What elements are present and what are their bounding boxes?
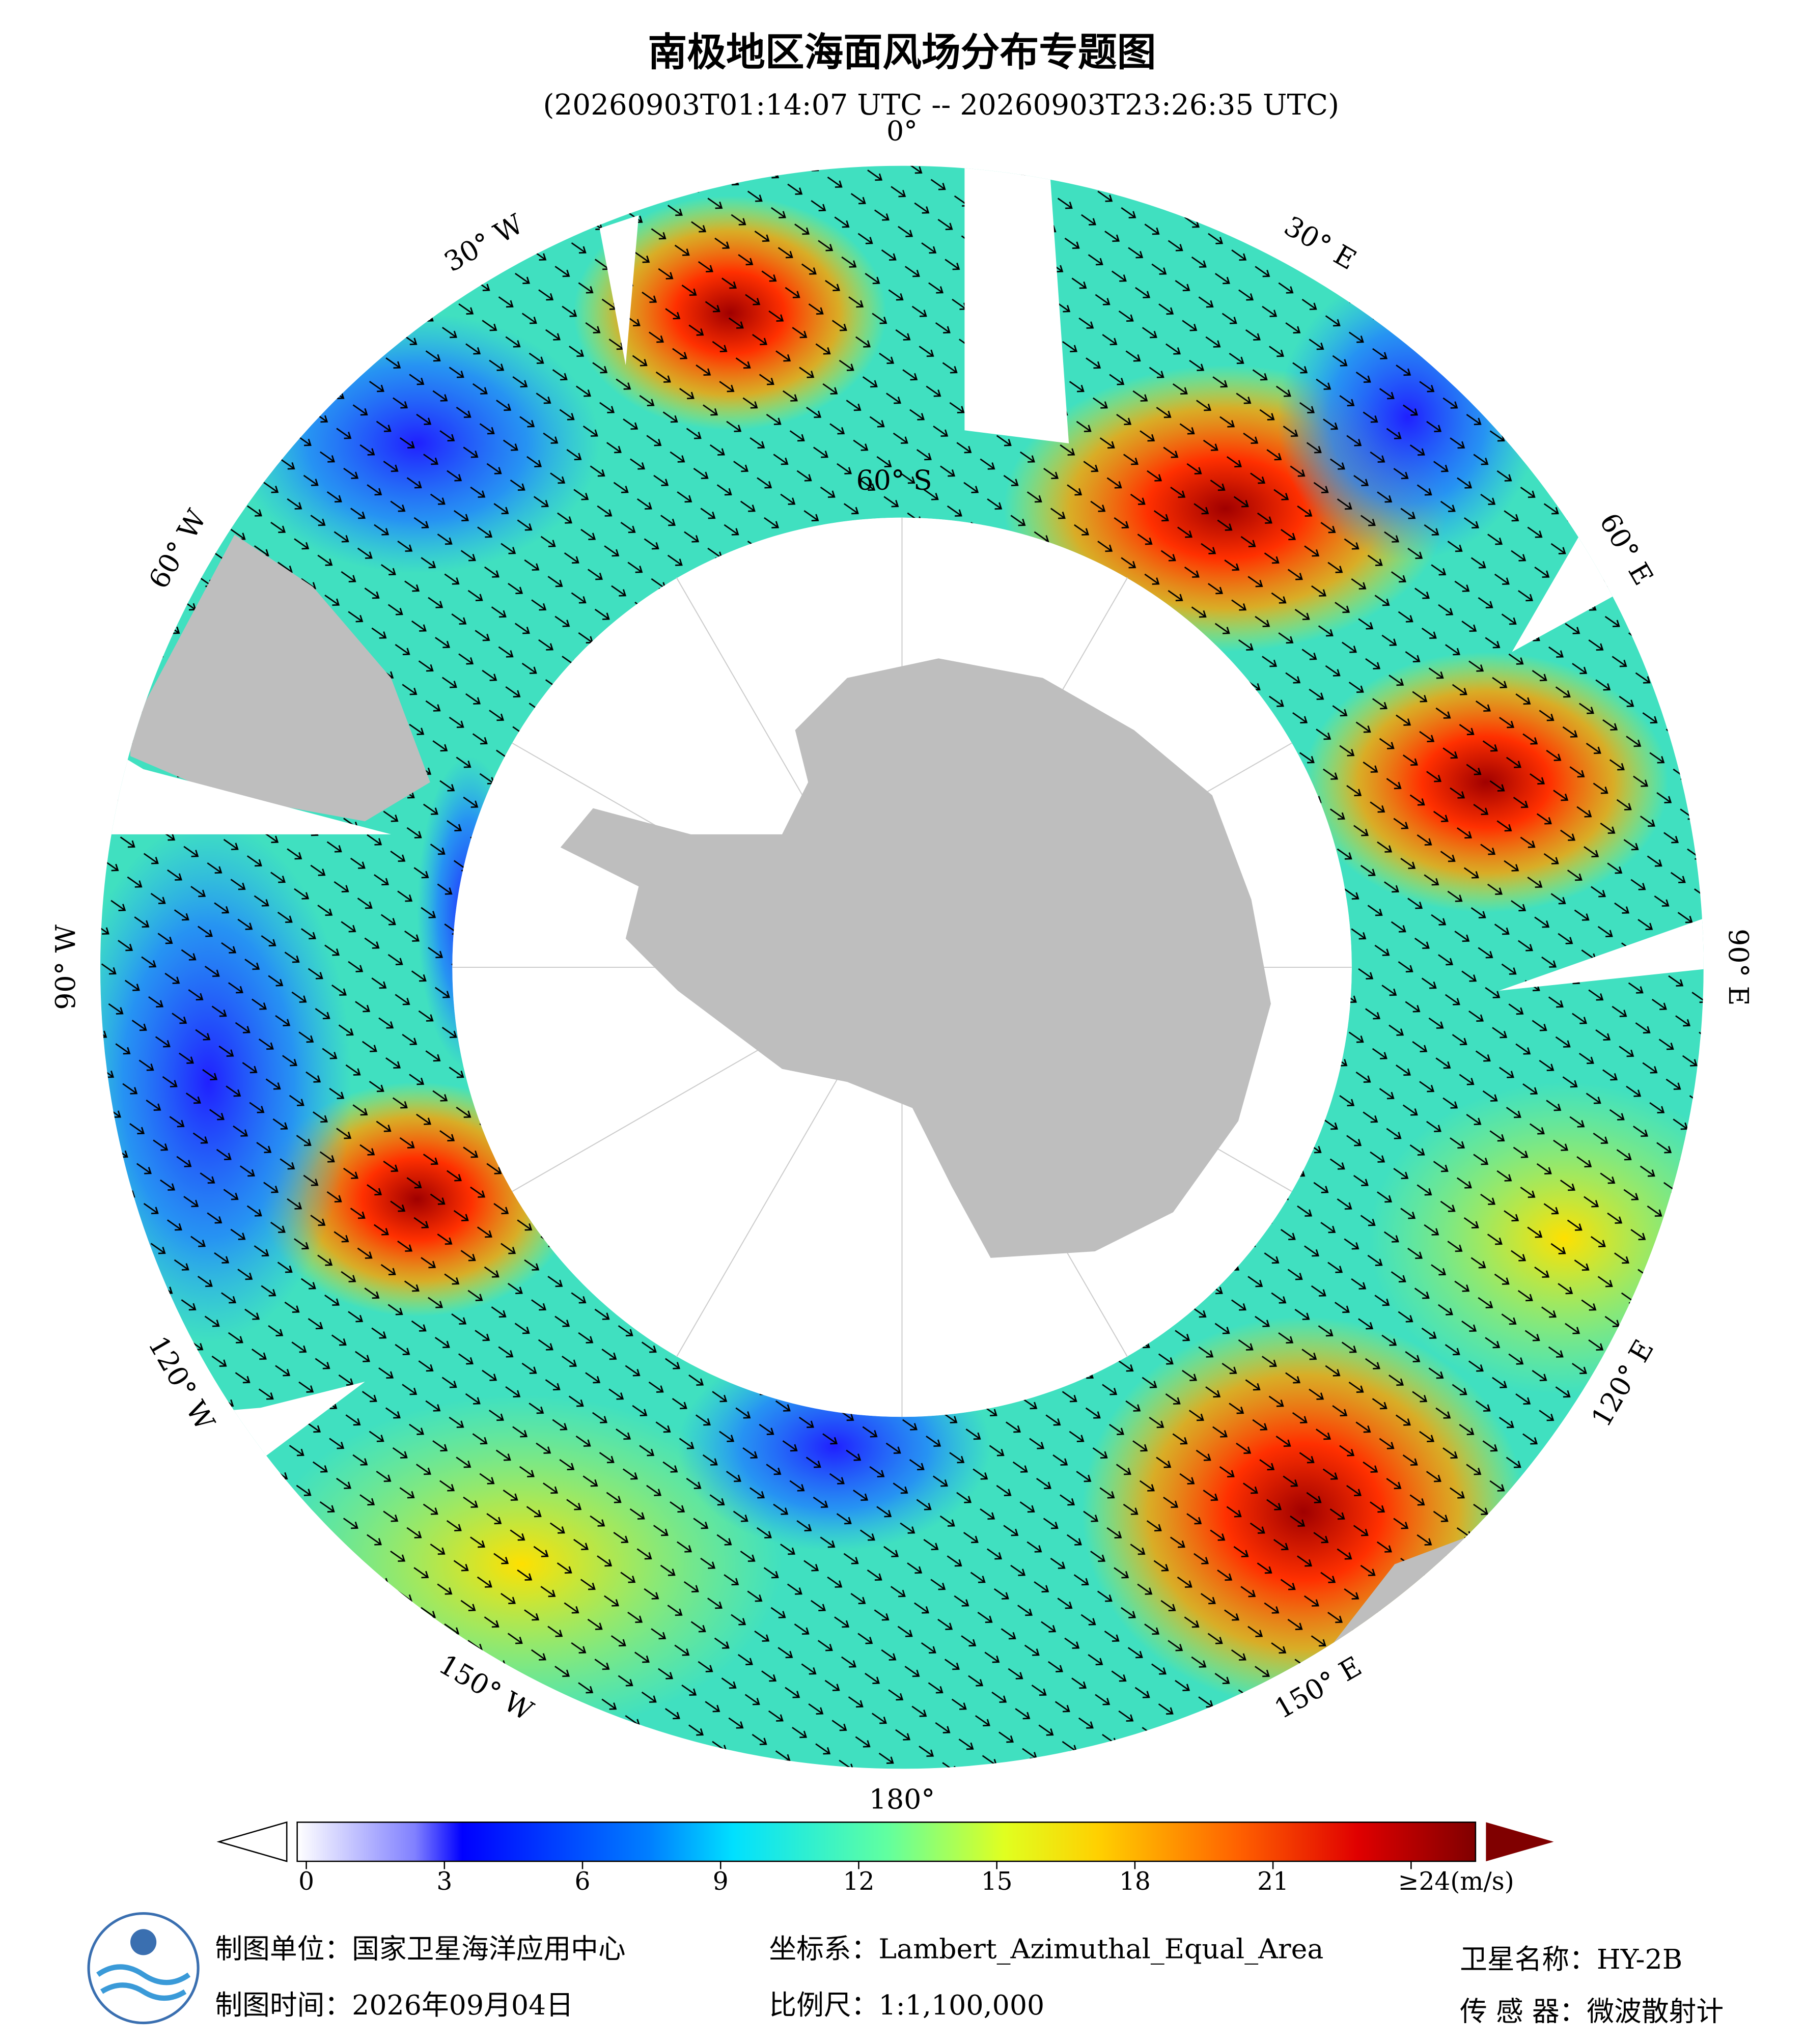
sensor: 传 感 器：微波散射计 <box>1460 1996 1724 2028</box>
lat-label: 60° S <box>856 464 932 496</box>
longitude-label: 60° E <box>1593 508 1659 591</box>
colorbar-tick-label: 0 <box>298 1867 314 1896</box>
crs: 坐标系：Lambert_Azimuthal_Equal_Area <box>769 1933 1323 1965</box>
longitude-label: 0° <box>886 115 918 147</box>
longitude-label: 30° E <box>1279 210 1362 276</box>
map-title: 南极地区海面风场分布专题图 <box>648 30 1156 75</box>
colorbar-tick-label: 15 <box>981 1867 1013 1896</box>
colorbar <box>296 1822 1477 1862</box>
antarctica <box>560 658 1271 1258</box>
colorbar-tick-label: 21 <box>1257 1867 1289 1896</box>
producer: 制图单位：国家卫星海洋应用中心 <box>215 1933 625 1965</box>
colorbar-tick-label: 12 <box>843 1867 875 1896</box>
colorbar-tick-label: 6 <box>575 1867 591 1896</box>
scale: 比例尺：1:1,100,000 <box>769 1989 1044 2021</box>
colorbar-tick-label: ≥24(m/s) <box>1398 1867 1514 1896</box>
longitude-label: 180° <box>869 1783 935 1815</box>
logo <box>87 1912 200 2025</box>
colorbar-tick-label: 9 <box>713 1867 729 1896</box>
colorbar-tick-label: 3 <box>436 1867 452 1896</box>
longitude-label: 90° W <box>49 924 81 1010</box>
longitude-label: 90° E <box>1723 929 1755 1006</box>
colorbar-high <box>1486 1822 1554 1862</box>
colorbar-ticks: 0 3 6 9 12 15 18 21 ≥24(m/s) <box>298 1861 1514 1896</box>
colorbar-low <box>216 1821 288 1862</box>
time-range: (20260903T01:14:07 UTC -- 20260903T23:26… <box>543 89 1340 122</box>
colorbar-tick-label: 18 <box>1119 1867 1151 1896</box>
satellite: 卫星名称：HY-2B <box>1460 1943 1682 1975</box>
production-date: 制图时间：2026年09月04日 <box>215 1989 573 2021</box>
